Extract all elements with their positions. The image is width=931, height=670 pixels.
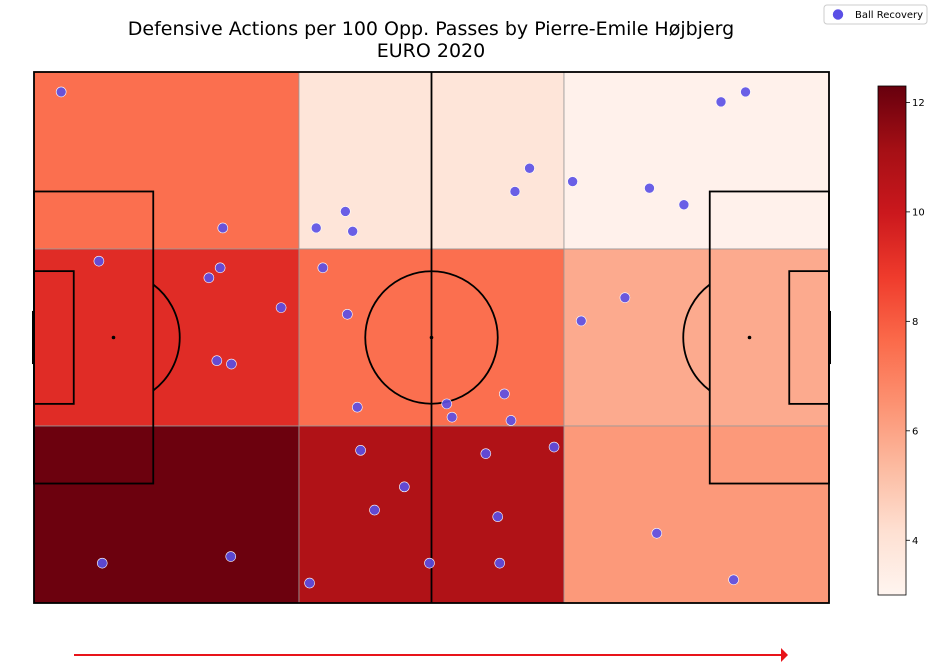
legend: Ball Recovery [823,4,928,25]
ball-recovery-point [715,96,727,108]
heatmap-cell-r1-c2 [563,248,830,427]
ball-recovery-point [548,441,560,453]
ball-recovery-point [304,577,315,589]
ball-recovery-point [369,504,380,516]
ball-recovery-point [619,292,631,303]
ball-recovery-point [96,557,108,569]
ball-recovery-point [340,206,351,217]
ball-recovery-point [93,255,105,267]
left-penalty-spot [111,335,116,340]
ball-recovery-point [347,226,358,237]
ball-recovery-point [494,557,506,569]
heatmap-cell-r0-c0 [33,71,300,250]
colorbar [877,85,907,596]
ball-recovery-point [644,182,655,194]
heatmap-cell-r0-c2 [563,71,830,250]
right-penalty-arc [682,283,711,392]
ball-recovery-point [217,222,229,234]
colorbar-ticks: 4 6 8 10 12 [906,98,925,547]
data-points [55,86,751,589]
heatmap-cell-r2-c2 [563,425,830,604]
ball-recovery-point [214,262,226,274]
heatmap-cell-r1-c0 [33,248,300,427]
ball-recovery-point [211,355,223,367]
ball-recovery-point [651,528,663,539]
pitch-lines [32,71,831,604]
right-goal [828,310,831,365]
ball-recovery-point [55,86,67,98]
center-spot [429,335,434,340]
ball-recovery-point [728,574,739,586]
ball-recovery-point [509,186,521,197]
heatmap-cell-r2-c0 [33,425,300,604]
ball-recovery-point [524,162,535,174]
ball-recovery-point [575,315,587,327]
ball-recovery-point [424,557,435,569]
colorbar-tick-label: 10 [912,207,925,218]
ball-recovery-point [355,445,366,456]
direction-arrow-head [781,648,788,662]
left-penalty-arc [152,283,181,392]
ball-recovery-point [441,398,453,410]
ball-recovery-point [342,308,353,320]
ball-recovery-point [203,272,215,284]
colorbar-tick-label: 6 [912,426,918,437]
ball-recovery-point [678,199,690,211]
ball-recovery-point [317,262,329,274]
ball-recovery-point [225,551,237,562]
ball-recovery-point [499,388,510,400]
right-penalty-spot [747,335,752,340]
colorbar-tick-label: 12 [912,98,925,109]
ball-recovery-point [492,511,504,523]
legend-box [823,4,928,25]
direction-arrow [74,648,788,662]
legend-label: Ball Recovery [855,10,923,21]
chart-subtitle: EURO 2020 [377,40,485,62]
colorbar-tick-label: 4 [912,536,918,547]
ball-recovery-point [399,481,410,493]
center-circle [364,270,499,405]
ball-recovery-point [446,411,458,423]
ball-recovery-point [351,401,363,413]
heatmap-cells [33,71,830,604]
colorbar-tick-label: 8 [912,317,918,328]
ball-recovery-point [310,222,322,234]
ball-recovery-point [567,176,578,187]
ball-recovery-point [275,302,287,313]
left-goal [32,310,35,365]
ball-recovery-point [226,358,237,370]
ball-recovery-point [740,86,751,98]
ball-recovery-point [505,415,517,426]
ball-recovery-point [480,448,492,459]
legend-marker [832,8,844,21]
chart-title: Defensive Actions per 100 Opp. Passes by… [128,18,734,40]
